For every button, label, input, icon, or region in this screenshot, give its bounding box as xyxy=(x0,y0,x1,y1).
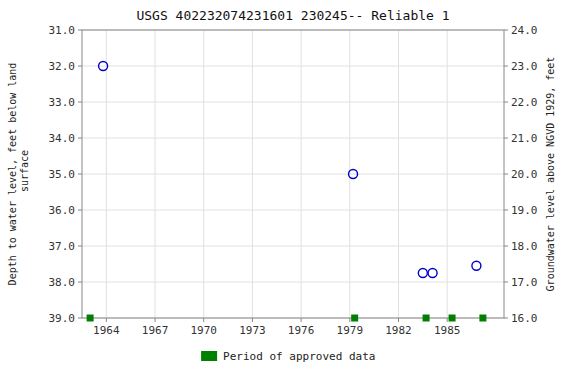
y2-tick xyxy=(504,138,508,139)
y2-tick-label: 22.0 xyxy=(511,96,538,109)
circle-point xyxy=(428,269,437,278)
y-tick xyxy=(78,138,82,139)
y-grid-line xyxy=(82,66,504,67)
x-tick-label: 1964 xyxy=(93,324,120,337)
y-tick-label: 38.0 xyxy=(49,276,76,289)
y-grid-line xyxy=(82,210,504,211)
y2-tick-label: 24.0 xyxy=(511,24,538,37)
y-grid-line xyxy=(82,246,504,247)
y-axis-label: Depth to water level, feet below land su… xyxy=(7,63,30,286)
square-point xyxy=(479,315,486,322)
square-point xyxy=(87,315,94,322)
x-tick-label: 1982 xyxy=(385,324,412,337)
y2-tick xyxy=(504,318,508,319)
y-tick-label: 36.0 xyxy=(49,204,76,217)
circle-point xyxy=(349,170,358,179)
y-axis-label-line: surface xyxy=(19,150,30,198)
x-tick-label: 1979 xyxy=(337,324,364,337)
marks xyxy=(87,62,487,322)
y-tick xyxy=(78,246,82,247)
square-point xyxy=(351,315,358,322)
y2-tick-label: 21.0 xyxy=(511,132,538,145)
x-tick-label: 1970 xyxy=(190,324,217,337)
y2-tick-label: 16.0 xyxy=(511,312,538,325)
background xyxy=(0,0,576,384)
y2-tick xyxy=(504,282,508,283)
y-tick xyxy=(78,102,82,103)
y2-tick-label: 17.0 xyxy=(511,276,538,289)
y-tick xyxy=(78,282,82,283)
legend-swatch xyxy=(201,351,217,361)
circle-point xyxy=(472,261,481,270)
x-tick xyxy=(398,318,399,322)
y-grid-line xyxy=(82,138,504,139)
x-tick-label: 1985 xyxy=(434,324,461,337)
y2-axis-label: Groundwater level above NGVD 1929, feet xyxy=(545,57,556,292)
y2-tick xyxy=(504,102,508,103)
x-tick xyxy=(447,318,448,322)
legend-label: Period of approved data xyxy=(223,350,375,363)
x-tick xyxy=(106,318,107,322)
y2-tick-label: 19.0 xyxy=(511,204,538,217)
y2-tick xyxy=(504,210,508,211)
legend: Period of approved data xyxy=(201,350,375,363)
series xyxy=(99,62,481,278)
circle-point xyxy=(99,62,108,71)
y-tick xyxy=(78,210,82,211)
y2-tick-label: 23.0 xyxy=(511,60,538,73)
y-tick-label: 32.0 xyxy=(49,60,76,73)
square-point xyxy=(423,315,430,322)
y-tick-label: 35.0 xyxy=(49,168,76,181)
y2-tick-label: 18.0 xyxy=(511,240,538,253)
y2-tick xyxy=(504,246,508,247)
x-tick xyxy=(349,318,350,322)
y2-tick xyxy=(504,66,508,67)
plot-frame xyxy=(82,30,504,318)
y-grid-line xyxy=(82,102,504,103)
y-axis-label-line: Depth to water level, feet below land xyxy=(7,63,18,286)
x-tick-label: 1967 xyxy=(142,324,169,337)
x-tick-label: 1976 xyxy=(288,324,315,337)
x-tick xyxy=(203,318,204,322)
y-tick-label: 31.0 xyxy=(49,24,76,37)
chart: 1964 1967 1970 1973 1976 1979 1982 1985 31.0 32.0… xyxy=(0,0,576,384)
y-grid-line xyxy=(82,174,504,175)
y-tick-label: 34.0 xyxy=(49,132,76,145)
grid xyxy=(82,30,504,318)
y2-tick xyxy=(504,30,508,31)
x-tick xyxy=(301,318,302,322)
x-tick-label: 1973 xyxy=(239,324,266,337)
axes: 1964 1967 1970 1973 1976 1979 1982 1985 31.0 32.0… xyxy=(49,24,538,337)
y-tick xyxy=(78,30,82,31)
y-grid-line xyxy=(82,282,504,283)
y-tick xyxy=(78,318,82,319)
x-tick xyxy=(252,318,253,322)
y-tick xyxy=(78,174,82,175)
x-tick xyxy=(155,318,156,322)
y-tick-label: 33.0 xyxy=(49,96,76,109)
square-point xyxy=(449,315,456,322)
y2-tick-label: 20.0 xyxy=(511,168,538,181)
y-tick-label: 39.0 xyxy=(49,312,76,325)
circle-point xyxy=(418,269,427,278)
y-tick-label: 37.0 xyxy=(49,240,76,253)
series xyxy=(87,315,487,322)
y2-tick xyxy=(504,174,508,175)
title: USGS 402232074231601 230245-- Reliable 1 xyxy=(136,8,449,23)
y-tick xyxy=(78,66,82,67)
